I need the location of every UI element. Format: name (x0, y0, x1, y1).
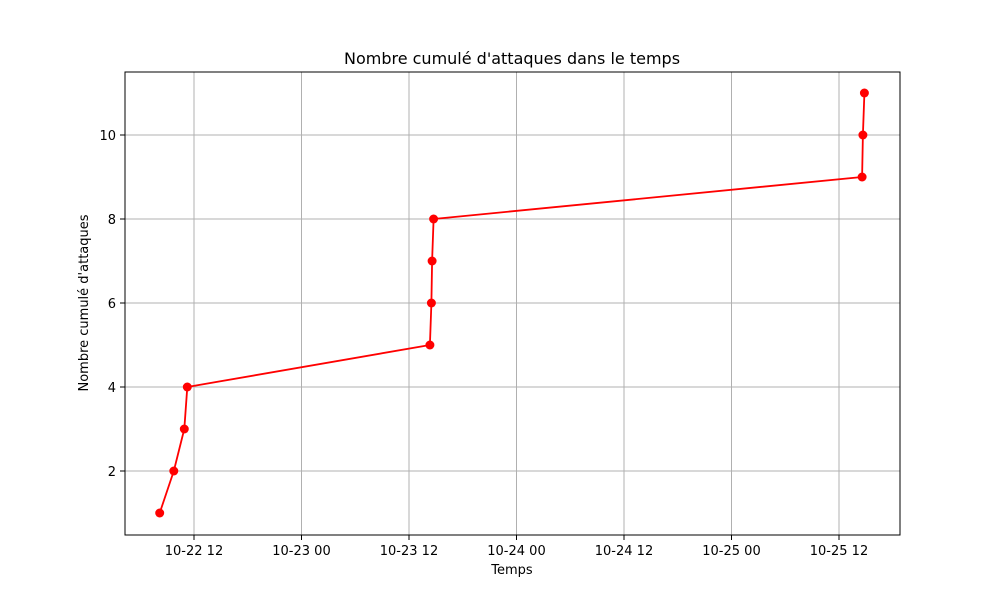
data-point (426, 298, 436, 308)
x-tick-label: 10-24 00 (487, 544, 545, 559)
data-point (182, 382, 192, 392)
x-axis: 10-22 12 10-23 00 10-23 12 10-24 00 10-24 12… (165, 535, 868, 559)
data-point (858, 130, 868, 140)
x-tick-label: 10-23 12 (380, 544, 438, 559)
y-tick-label: 10 (99, 129, 116, 144)
chart-title: Nombre cumulé d'attaques dans le temps (344, 49, 680, 68)
data-point (859, 88, 869, 98)
y-tick-label: 6 (108, 297, 116, 312)
x-tick-label: 10-23 00 (272, 544, 330, 559)
x-tick-label: 10-24 12 (595, 544, 653, 559)
grid (125, 72, 900, 535)
x-tick-label: 10-22 12 (165, 544, 223, 559)
x-axis-label: Temps (490, 563, 533, 578)
y-tick-label: 4 (108, 381, 116, 396)
series-layer (155, 88, 869, 518)
y-axis: 2 4 6 8 10 (99, 129, 125, 480)
y-tick-label: 8 (108, 213, 116, 228)
data-point (427, 256, 437, 266)
data-point (169, 466, 179, 476)
data-point (179, 424, 189, 434)
data-point (155, 508, 165, 518)
y-tick-label: 2 (108, 465, 116, 480)
y-axis-label: Nombre cumulé d'attaques (77, 214, 92, 391)
x-tick-label: 10-25 12 (810, 544, 868, 559)
x-tick-label: 10-25 00 (702, 544, 760, 559)
data-point (857, 172, 867, 182)
data-point (425, 340, 435, 350)
data-point (429, 214, 439, 224)
